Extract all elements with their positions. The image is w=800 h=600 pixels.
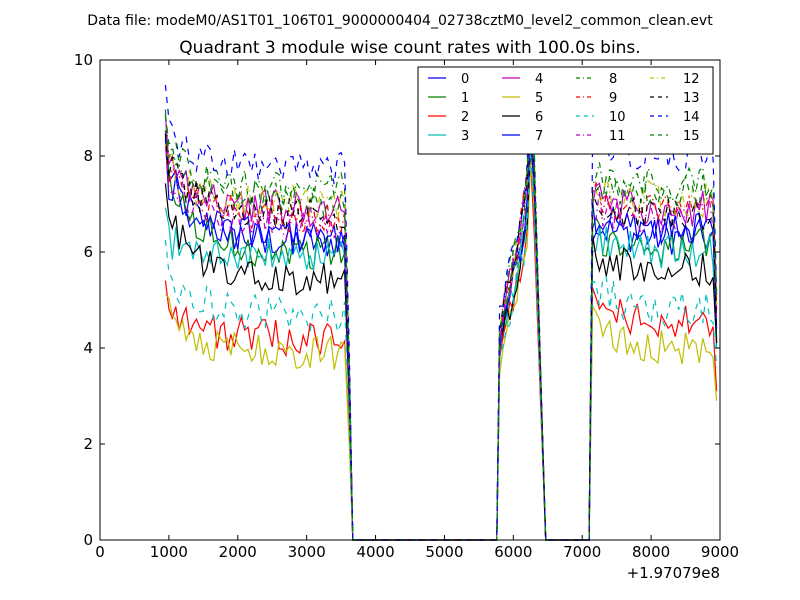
x-tick-label: 5000 <box>425 543 463 561</box>
series-line-7 <box>164 131 718 541</box>
axis-ticks: 0 1000 2000 3000 4000 5000 6000 7000 8000 9000 0 2 4… <box>74 51 739 561</box>
legend-label-6: 6 <box>535 110 543 125</box>
legend-label-3: 3 <box>461 129 469 144</box>
legend-label-1: 1 <box>461 91 469 106</box>
y-tick-label: 0 <box>83 531 93 549</box>
series-line-11 <box>164 112 718 541</box>
legend-label-15: 15 <box>683 129 700 144</box>
x-tick-label: 0 <box>95 543 105 561</box>
legend-label-7: 7 <box>535 129 543 144</box>
series-line-10 <box>164 151 718 541</box>
figure-suptitle: Data file: modeM0/AS1T01_106T01_90000004… <box>87 13 713 29</box>
legend-label-5: 5 <box>535 91 543 106</box>
legend-box <box>417 66 714 155</box>
legend-label-11: 11 <box>609 129 626 144</box>
x-tick-label: 2000 <box>219 543 257 561</box>
x-tick-label: 7000 <box>563 543 601 561</box>
x-tick-label: 8000 <box>632 543 670 561</box>
series-line-3 <box>164 131 718 541</box>
legend-label-8: 8 <box>609 72 617 87</box>
series-line-5 <box>165 160 718 541</box>
series-line-12 <box>164 103 718 541</box>
y-tick-label: 10 <box>74 51 93 69</box>
x-tick-label: 6000 <box>494 543 532 561</box>
x-tick-label: 9000 <box>701 543 739 561</box>
legend-label-4: 4 <box>535 72 543 87</box>
legend-label-12: 12 <box>683 72 700 87</box>
series-line-6 <box>164 141 718 541</box>
x-tick-label: 4000 <box>356 543 394 561</box>
chart-title: Quadrant 3 module wise count rates with … <box>179 38 640 58</box>
legend-label-10: 10 <box>609 110 626 125</box>
series-line-15 <box>164 98 718 541</box>
plot-frame <box>99 59 721 541</box>
x-tick-label: 3000 <box>288 543 326 561</box>
series-line-1 <box>164 130 718 541</box>
legend-label-9: 9 <box>609 91 617 106</box>
plot-lines <box>164 84 718 541</box>
legend-label-14: 14 <box>683 110 700 125</box>
legend-label-0: 0 <box>461 72 469 87</box>
x-offset-label: +1.97079e8 <box>627 564 720 582</box>
series-line-14 <box>164 84 718 541</box>
y-tick-label: 6 <box>83 243 93 261</box>
series-line-9 <box>164 103 718 541</box>
legend-label-2: 2 <box>461 110 469 125</box>
legend-label-13: 13 <box>683 91 700 106</box>
y-tick-label: 4 <box>83 339 93 357</box>
y-tick-label: 2 <box>83 435 93 453</box>
y-tick-label: 8 <box>83 147 93 165</box>
series-line-13 <box>164 103 718 541</box>
series-line-4 <box>164 103 718 541</box>
x-tick-label: 1000 <box>150 543 188 561</box>
